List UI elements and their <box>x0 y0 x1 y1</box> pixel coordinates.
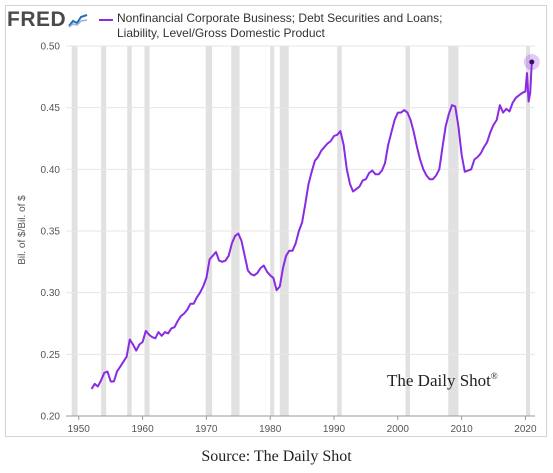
x-tick-label: 1950 <box>68 424 91 435</box>
gridlines <box>66 45 535 417</box>
x-tick-label: 1980 <box>259 424 282 435</box>
x-tick-label: 2000 <box>387 424 410 435</box>
x-tick-label: 1990 <box>323 424 346 435</box>
line-chart: 0.20 0.25 0.30 0.35 0.40 0.45 0.50 1950 1960 197… <box>17 42 540 435</box>
series-line[interactable] <box>90 61 533 390</box>
y-axis-label: Bil. of $/Bil. of $ <box>17 195 28 265</box>
sparkline-logo-icon <box>68 12 89 29</box>
source-caption: Source: The Daily Shot <box>201 448 352 465</box>
x-tick-label: 1960 <box>131 424 154 435</box>
y-tick-label: 0.50 <box>41 42 61 53</box>
y-tick-label: 0.40 <box>41 165 61 176</box>
y-axis-ticks: 0.20 0.25 0.30 0.35 0.40 0.45 0.50 <box>41 42 61 423</box>
y-tick-label: 0.20 <box>41 412 61 423</box>
watermark: The Daily Shot® <box>387 371 498 390</box>
last-point-marker[interactable] <box>529 59 535 65</box>
y-tick-label: 0.25 <box>41 350 61 361</box>
series-line-group <box>90 54 540 390</box>
fred-logo[interactable]: FRED <box>7 8 89 32</box>
x-tick-label: 2010 <box>450 424 473 435</box>
y-tick-label: 0.45 <box>41 103 61 114</box>
x-tick-label: 1970 <box>195 424 218 435</box>
x-tick-label: 2020 <box>514 424 537 435</box>
y-tick-label: 0.30 <box>41 288 61 299</box>
legend: Nonfinancial Corporate Business; Debt Se… <box>99 11 479 41</box>
legend-label: Nonfinancial Corporate Business; Debt Se… <box>117 11 443 40</box>
y-tick-label: 0.35 <box>41 227 61 238</box>
x-axis-ticks: 1950 1960 1970 1980 1990 2000 2010 2020 <box>68 416 537 435</box>
legend-swatch <box>99 19 113 21</box>
